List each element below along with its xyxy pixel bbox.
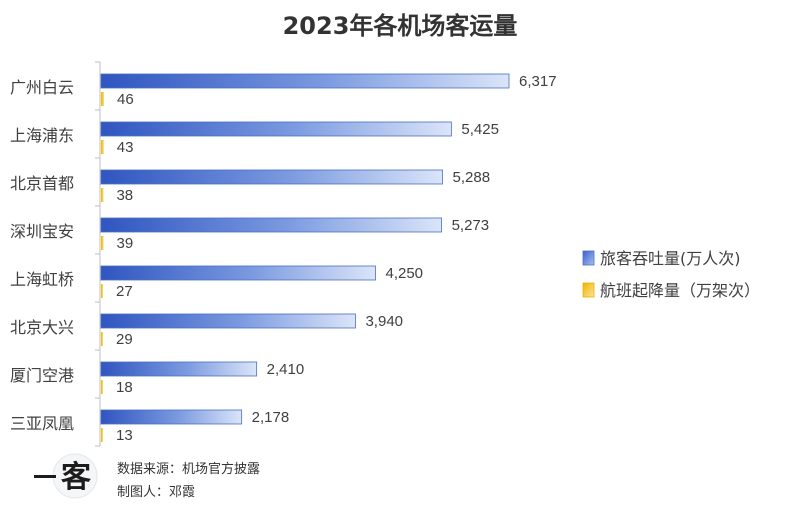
legend-label-flights: 航班起降量（万架次）: [600, 281, 760, 300]
data-label-passengers: 5,288: [453, 169, 491, 186]
chart-author: 制图人：邓霞: [117, 485, 195, 500]
bar-passengers: [100, 169, 443, 185]
bar-passengers: [100, 409, 243, 425]
bar-passengers: [100, 121, 452, 137]
data-label-passengers: 6,317: [519, 73, 557, 90]
chart-title: 2023年各机场客运量: [283, 12, 518, 40]
y-axis-ticks: [95, 61, 100, 447]
bar-flights: [101, 188, 104, 202]
category-label: 深圳宝安: [10, 222, 74, 241]
bar-passengers: [100, 217, 442, 233]
data-label-flights: 27: [116, 283, 133, 300]
legend-swatch-flights: [582, 282, 595, 298]
data-label-flights: 46: [117, 91, 134, 108]
data-label-flights: 38: [116, 187, 133, 204]
bar-passengers: [100, 361, 258, 377]
legend-swatch-passengers: [582, 250, 595, 266]
data-label-flights: 29: [116, 331, 133, 348]
data-label-passengers: 3,940: [365, 313, 403, 330]
bar-passengers: [100, 73, 510, 89]
category-label: 厦门空港: [10, 366, 74, 385]
bar-passengers: [100, 265, 376, 281]
footer: 客 数据来源：机场官方披露 制图人：邓霞: [34, 453, 260, 500]
category-label: 三亚凤凰: [10, 414, 74, 433]
bars: [100, 73, 510, 442]
bar-flights: [101, 332, 103, 346]
data-label-passengers: 5,425: [461, 121, 499, 138]
category-label: 上海虹桥: [10, 270, 74, 289]
data-label-passengers: 2,178: [252, 409, 290, 426]
data-label-passengers: 5,273: [452, 217, 490, 234]
bar-passengers: [100, 313, 356, 329]
bar-flights: [101, 428, 103, 442]
bar-flights: [101, 236, 104, 250]
data-label-passengers: 2,410: [267, 361, 305, 378]
data-labels: 6,317 46 5,425 43 5,288 38 5,273 39 4,250 27 3,940…: [116, 73, 557, 444]
bar-flights: [101, 380, 103, 394]
bar-flights: [101, 92, 104, 106]
legend-label-passengers: 旅客吞吐量(万人次): [600, 249, 741, 268]
data-label-flights: 39: [117, 235, 134, 252]
data-source: 数据来源：机场官方披露: [117, 461, 260, 477]
data-label-flights: 18: [116, 379, 133, 396]
category-label: 上海浦东: [10, 126, 74, 145]
logo-dash: [34, 475, 56, 478]
category-label: 北京大兴: [10, 318, 74, 337]
bar-flights: [101, 284, 103, 298]
category-label: 北京首都: [10, 174, 74, 193]
data-label-passengers: 4,250: [385, 265, 423, 282]
logo-glyph: 客: [61, 460, 91, 495]
category-label: 广州白云: [10, 78, 74, 97]
legend: 旅客吞吐量(万人次) 航班起降量（万架次）: [582, 249, 760, 300]
bar-flights: [101, 140, 104, 154]
data-label-flights: 43: [117, 139, 134, 156]
data-label-flights: 13: [116, 427, 133, 444]
logo: 客: [34, 453, 98, 499]
